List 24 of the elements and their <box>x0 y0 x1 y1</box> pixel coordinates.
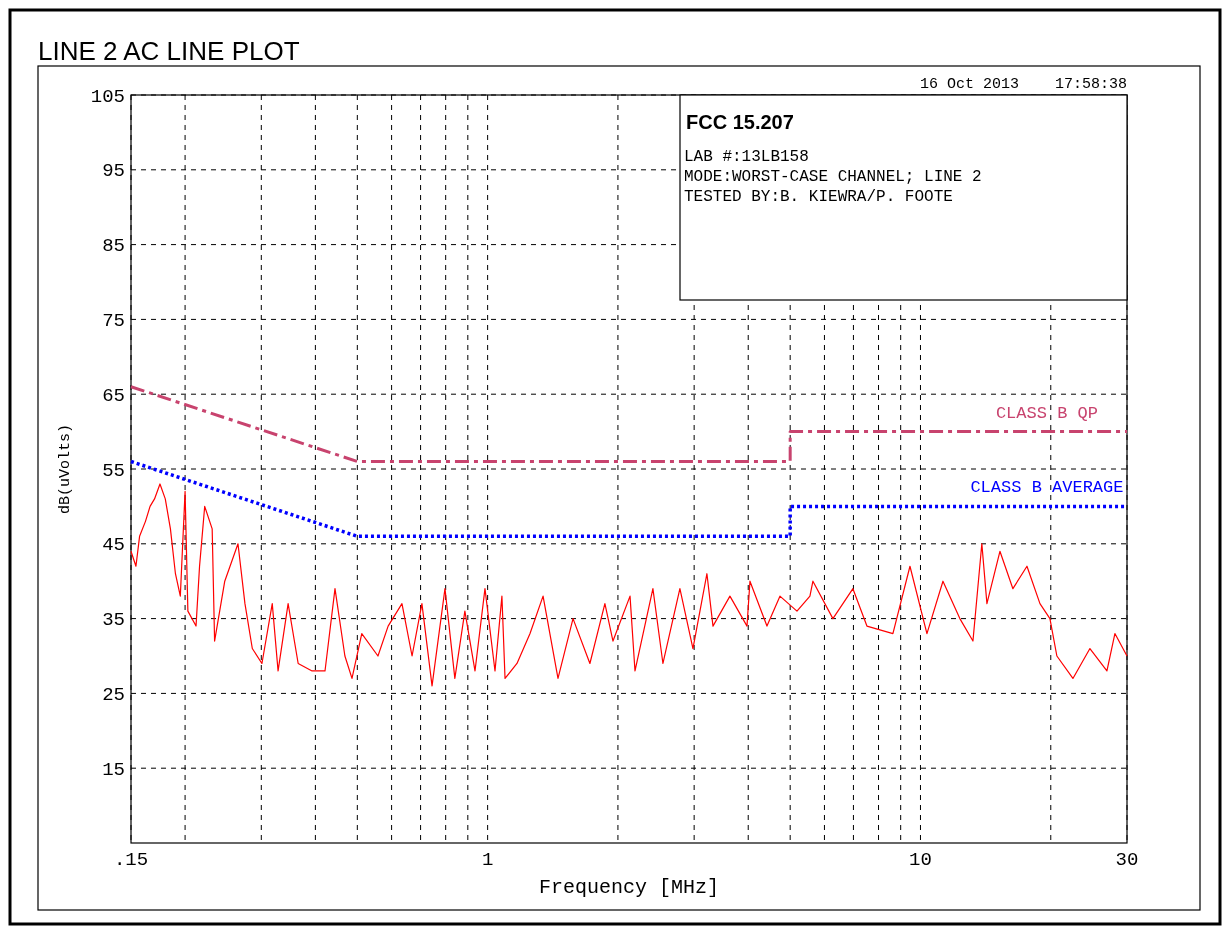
y-tick-label: 75 <box>102 310 125 333</box>
y-tick-label: 15 <box>102 758 125 781</box>
x-tick-label: .15 <box>113 849 149 871</box>
annotation: FCC 15.207 <box>686 111 794 133</box>
y-tick-label: 35 <box>102 609 125 632</box>
y-tick-label: 85 <box>102 235 125 258</box>
x-tick-label: 1 <box>481 849 494 871</box>
x-axis-title: Frequency [MHz] <box>538 876 720 899</box>
y-tick-label: 65 <box>102 384 125 407</box>
y-axis-title: dB(uVolts) <box>57 423 74 515</box>
series-label: CLASS B AVERAGE <box>970 478 1124 498</box>
y-tick-label: 105 <box>90 85 125 108</box>
text: 16 Oct 2013 17:58:38 <box>919 76 1127 93</box>
x-tick-label: 30 <box>1115 849 1139 871</box>
y-tick-label: 25 <box>102 684 125 707</box>
y-tick-label: 45 <box>102 534 125 557</box>
y-tick-label: 95 <box>102 160 125 183</box>
annotation: MODE:WORST-CASE CHANNEL; LINE 2 <box>684 168 982 186</box>
y-tick-label: 55 <box>102 459 125 482</box>
annotation: LAB #:13LB158 <box>684 148 809 166</box>
x-tick-label: 10 <box>909 849 932 871</box>
annotation: TESTED BY:B. KIEWRA/P. FOOTE <box>684 188 953 206</box>
series-label: CLASS B QP <box>995 403 1098 423</box>
chart-title: LINE 2 AC LINE PLOT <box>38 36 300 66</box>
